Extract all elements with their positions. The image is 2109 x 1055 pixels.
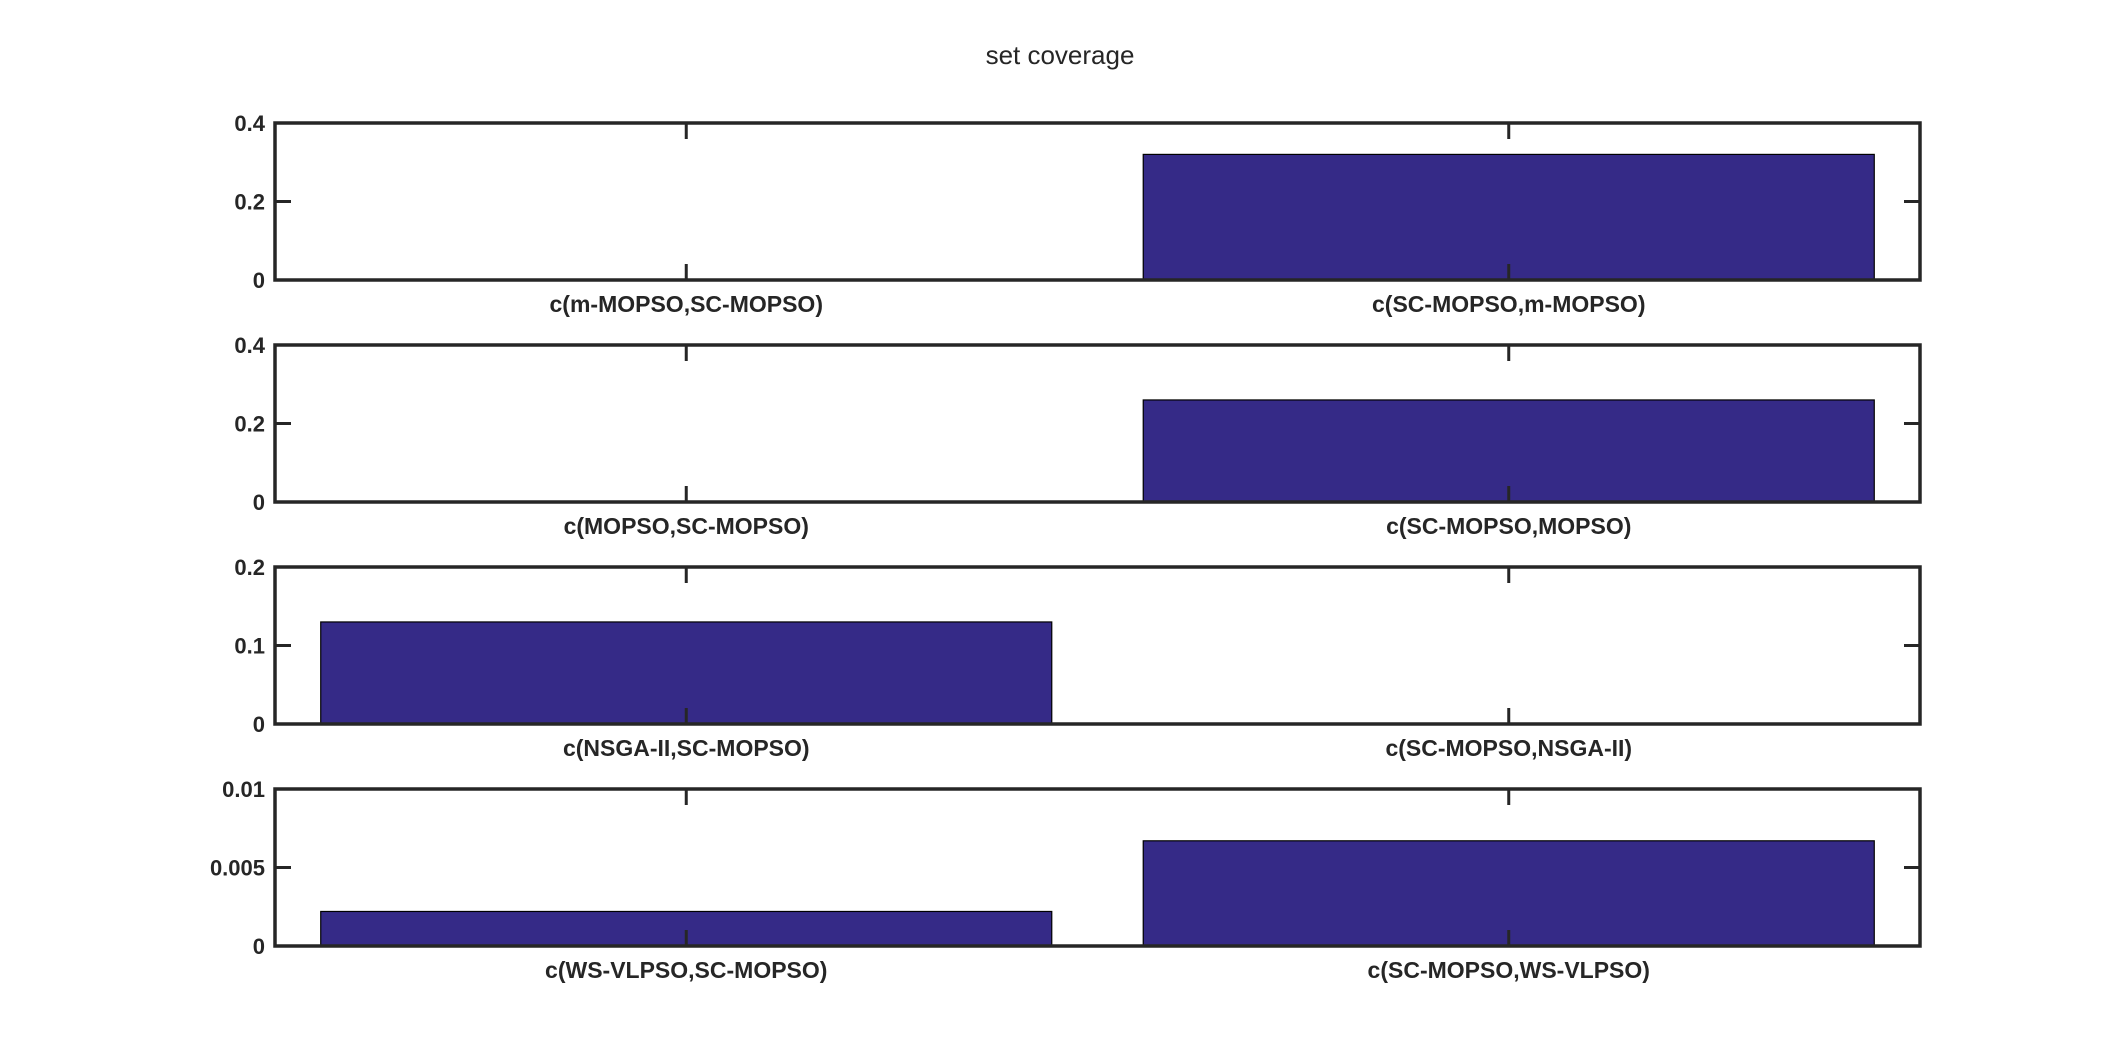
bar-1-2: [1142, 153, 1875, 281]
subplot-3: 0 0.1 0.2 c(NSGA-II,SC-MOPSO) c(SC-MOPSO,NSG…: [234, 555, 1922, 761]
ytick-label-3-1: 0: [253, 712, 265, 737]
subplot-4: 0 0.005 0.01 c(WS-VLPSO,SC-MOPSO) c(SC-MOPSO…: [210, 777, 1922, 983]
bar-2-2: [1142, 399, 1875, 503]
ytick-label-3-2: 0.1: [234, 634, 265, 659]
category-label-1-2: c(SC-MOPSO,m-MOPSO): [1372, 291, 1645, 317]
bar-4-2: [1142, 840, 1875, 947]
category-label-4-1: c(WS-VLPSO,SC-MOPSO): [545, 957, 827, 983]
ytick-label-2-3: 0.4: [234, 333, 265, 358]
subplot-1: 0 0.2 0.4 c(m-MOPSO,SC-MOPSO) c(SC-MOPSO,m-M…: [234, 111, 1922, 317]
category-label-4-2: c(SC-MOPSO,WS-VLPSO): [1368, 957, 1650, 983]
ytick-label-2-2: 0.2: [234, 412, 265, 437]
category-label-3-1: c(NSGA-II,SC-MOPSO): [563, 735, 810, 761]
ytick-label-3-3: 0.2: [234, 555, 265, 580]
subplot-2: 0 0.2 0.4 c(MOPSO,SC-MOPSO) c(SC-MOPSO,MOPSO…: [234, 333, 1922, 539]
bar-3-1: [320, 621, 1053, 725]
ytick-label-4-1: 0: [253, 934, 265, 959]
ytick-label-1-2: 0.2: [234, 190, 265, 215]
subplots: 0 0.2 0.4 c(m-MOPSO,SC-MOPSO) c(SC-MOPSO,m-M…: [210, 111, 1922, 983]
category-label-2-2: c(SC-MOPSO,MOPSO): [1386, 513, 1631, 539]
category-label-3-2: c(SC-MOPSO,NSGA-II): [1385, 735, 1632, 761]
ytick-label-4-2: 0.005: [210, 856, 265, 881]
category-label-2-1: c(MOPSO,SC-MOPSO): [564, 513, 809, 539]
category-label-1-1: c(m-MOPSO,SC-MOPSO): [550, 291, 823, 317]
figure-title: set coverage: [986, 40, 1135, 70]
ytick-label-2-1: 0: [253, 490, 265, 515]
ytick-label-1-3: 0.4: [234, 111, 265, 136]
ytick-label-4-3: 0.01: [222, 777, 265, 802]
ytick-label-1-1: 0: [253, 268, 265, 293]
